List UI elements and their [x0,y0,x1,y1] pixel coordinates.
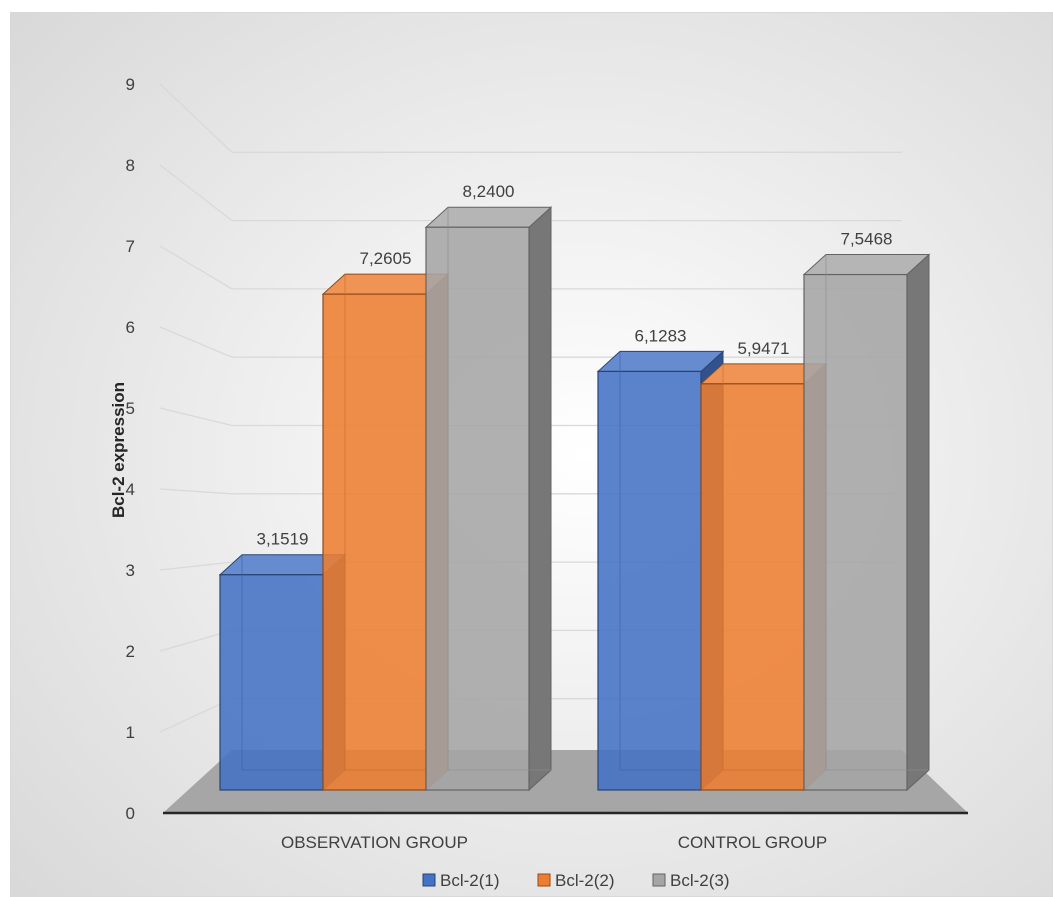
y-tick-label: 2 [126,642,135,661]
bar-front [700,383,805,791]
data-label: 5,9471 [738,339,790,358]
legend-item: Bcl-2(2) [537,871,615,890]
y-axis-title: Bcl-2 expression [109,382,128,518]
bar-side [528,206,552,792]
gridline-side [159,407,233,427]
x-category-label: OBSERVATION GROUP [281,833,468,852]
y-tick-label: 0 [126,804,135,823]
gridline-side [159,488,233,495]
bar-back-edge [722,363,826,771]
bar-top [802,254,931,276]
legend-item: Bcl-2(3) [652,871,730,890]
legend-swatch [422,873,436,887]
gridline-side [159,83,233,153]
bar-back-edge [241,554,345,771]
legend-label: Bcl-2(2) [555,871,615,890]
bar-front [219,574,324,791]
bar-top [424,206,553,228]
y-tick-label: 3 [126,561,135,580]
legend-item: Bcl-2(1) [422,871,500,890]
gridline-side [159,326,233,358]
data-label: 8,2400 [463,182,515,201]
bar-front [597,370,702,791]
bar-top [596,350,725,372]
data-label: 6,1283 [635,326,687,345]
legend-label: Bcl-2(1) [440,871,500,890]
data-label: 3,1519 [257,530,309,549]
bar-back-edge [344,274,448,771]
data-label: 7,2605 [360,249,412,268]
y-tick-label: 7 [126,237,135,256]
y-tick-label: 4 [126,480,135,499]
legend-label: Bcl-2(3) [670,871,730,890]
y-tick-label: 1 [126,723,135,742]
gridline-side [159,164,233,222]
bar-side [906,253,930,792]
bar [802,253,931,792]
gridline-side [159,561,233,571]
bar-front [803,273,908,791]
y-tick-label: 5 [126,399,135,418]
bar-front [425,226,530,791]
bar-back-edge [447,207,551,771]
legend-swatch [652,873,666,887]
legend-swatch [537,873,551,887]
bar-back-edge [619,351,723,771]
bar [424,206,553,792]
y-tick-label: 9 [126,75,135,94]
bar-back-edge [825,254,929,771]
bar-front [322,293,427,791]
y-tick-label: 6 [126,318,135,337]
x-category-label: CONTROL GROUP [678,833,828,852]
data-label: 7,5468 [841,230,893,249]
y-tick-label: 8 [126,156,135,175]
gridline-side [159,245,233,290]
